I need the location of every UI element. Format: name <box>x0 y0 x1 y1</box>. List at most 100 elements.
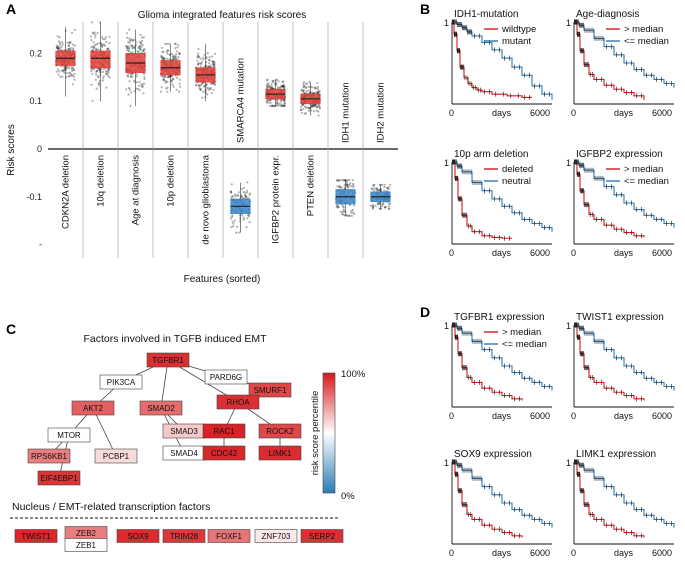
data-point <box>265 85 269 88</box>
data-point <box>247 214 250 217</box>
tf-node-label: ZNF703 <box>262 532 291 541</box>
network-node-label: CDC42 <box>211 449 238 458</box>
tf-node-label: ZEB2 <box>76 529 97 538</box>
data-point <box>304 86 307 89</box>
data-point <box>128 37 131 40</box>
data-point <box>94 34 97 37</box>
data-point <box>211 60 214 63</box>
data-point <box>200 60 204 63</box>
data-point <box>166 57 169 60</box>
data-point <box>98 82 101 85</box>
data-point <box>278 102 281 105</box>
data-point <box>71 43 74 46</box>
data-point <box>275 78 279 81</box>
data-point <box>283 104 286 107</box>
data-point <box>340 186 343 189</box>
data-point <box>300 89 303 92</box>
data-point <box>208 56 211 59</box>
colorbar-bottom-label: 0% <box>341 491 355 502</box>
data-point <box>63 49 66 52</box>
data-point <box>229 190 233 193</box>
data-point <box>277 104 280 107</box>
tf-node-label: ZEB1 <box>76 541 97 550</box>
data-point <box>305 86 308 89</box>
data-point <box>95 73 98 76</box>
data-point <box>69 41 72 44</box>
data-point <box>315 103 318 106</box>
colorbar-label: risk score percentile <box>310 391 321 475</box>
data-point <box>107 74 110 78</box>
data-point <box>370 188 373 191</box>
data-point <box>107 70 110 73</box>
data-point <box>337 206 340 209</box>
data-point <box>127 72 130 75</box>
data-point <box>57 45 60 48</box>
data-point <box>142 92 145 95</box>
data-point <box>272 79 275 82</box>
data-point <box>316 92 319 95</box>
data-point <box>173 54 176 58</box>
tf-node <box>162 529 206 543</box>
data-point <box>387 188 390 191</box>
data-point <box>202 56 205 59</box>
data-point <box>92 41 95 44</box>
data-point <box>336 179 339 182</box>
data-point <box>174 42 177 46</box>
data-point <box>282 98 285 101</box>
data-point <box>55 70 59 73</box>
data-point <box>301 103 304 106</box>
data-point <box>317 91 320 94</box>
legend-label: <= median <box>624 176 669 187</box>
data-point <box>131 72 134 75</box>
data-point <box>138 44 141 47</box>
data-point <box>68 72 71 75</box>
data-point <box>314 104 317 107</box>
data-point <box>371 205 375 208</box>
data-point <box>197 55 200 59</box>
tf-node-label: TWIST1 <box>21 532 51 541</box>
data-point <box>311 86 314 89</box>
data-point <box>72 75 75 78</box>
data-point <box>276 104 279 107</box>
data-point <box>95 70 98 73</box>
data-point <box>209 87 212 90</box>
data-point <box>90 70 93 73</box>
data-point <box>306 106 309 109</box>
data-point <box>199 62 202 65</box>
survival-curve <box>574 21 675 88</box>
data-point <box>170 75 173 78</box>
data-point <box>245 195 248 198</box>
data-point <box>373 183 376 186</box>
data-point <box>318 106 321 110</box>
data-point <box>312 104 315 107</box>
data-point <box>139 48 142 51</box>
data-point <box>275 102 278 105</box>
data-point <box>281 80 284 83</box>
data-point <box>377 188 380 191</box>
network-node <box>146 352 190 368</box>
data-point <box>91 72 94 75</box>
data-point <box>175 76 179 79</box>
data-point <box>106 70 109 73</box>
data-point <box>313 105 316 108</box>
data-point <box>265 79 269 82</box>
data-point <box>341 205 345 208</box>
x-axis-label: days <box>614 108 634 118</box>
tf-node-label: TRIM28 <box>170 532 199 541</box>
data-point <box>131 44 134 47</box>
data-point <box>343 184 346 187</box>
data-point <box>177 43 180 47</box>
data-point <box>69 48 72 52</box>
data-point <box>280 104 283 108</box>
tf-node <box>300 529 344 543</box>
y-tick-label: -0.1 <box>26 192 42 202</box>
data-point <box>139 33 142 37</box>
box-plot-panel: Glioma integrated features risk scores 0.… <box>6 10 398 285</box>
data-point <box>67 49 70 52</box>
data-point <box>371 207 374 210</box>
data-point <box>129 39 132 42</box>
data-point <box>195 84 198 87</box>
data-point <box>314 92 317 95</box>
data-point <box>166 86 169 89</box>
network-node-label: MTOR <box>57 431 81 440</box>
